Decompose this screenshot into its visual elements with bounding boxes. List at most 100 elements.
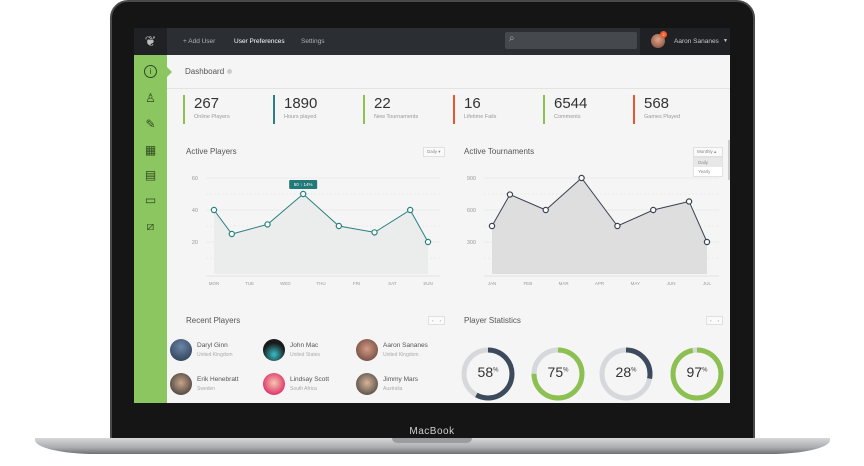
player-statistics-pager: ‹ › xyxy=(706,316,723,325)
avatar xyxy=(356,373,378,395)
calendar-icon[interactable]: ▦ xyxy=(144,143,157,157)
chart-icon[interactable]: ⧄ xyxy=(146,219,155,233)
add-user-link[interactable]: + Add User xyxy=(183,38,216,45)
prev-button[interactable]: ‹ xyxy=(432,318,434,323)
data-point xyxy=(264,221,271,228)
recent-players-pager: ‹ › xyxy=(428,316,445,325)
status-dot xyxy=(227,69,233,74)
stat-value: 568 xyxy=(644,95,670,112)
active-tournaments-chart: 300 600 900 JAN FEB MAR APR MAY JUN JUL xyxy=(467,174,719,286)
user-icon[interactable]: ♙ xyxy=(145,91,156,105)
stat-card: 22 New Tournaments xyxy=(363,95,418,124)
donut-number: 58 xyxy=(477,364,494,380)
donut-value: 58% xyxy=(460,364,516,380)
series-area xyxy=(492,178,707,274)
player-name: Erik Henebratt xyxy=(197,376,239,383)
player-country: United Kingdom xyxy=(197,352,233,358)
active-tournaments-title: Active Tournaments xyxy=(464,147,535,156)
series-line xyxy=(491,177,708,243)
user-preferences-link[interactable]: User Preferences xyxy=(234,38,285,45)
search-icon: ⌕ xyxy=(509,33,515,44)
player-name: Daryl Ginn xyxy=(197,342,228,349)
donut-value: 97% xyxy=(669,364,725,380)
scrollbar[interactable] xyxy=(728,140,730,180)
player-name: Aaron Sananes xyxy=(383,342,428,349)
tooltip xyxy=(289,180,318,189)
x-tick-label: WED xyxy=(280,281,291,286)
player-item[interactable]: John Mac United States xyxy=(263,339,353,363)
stat-donut: 75% xyxy=(530,346,586,402)
chat-icon[interactable]: ▭ xyxy=(144,193,157,207)
search-input[interactable]: ⌕ xyxy=(505,32,637,49)
player-item[interactable]: Jimmy Mars Australia xyxy=(356,373,446,397)
stat-card: 568 Games Played xyxy=(633,95,680,124)
laptop-brand: MacBook xyxy=(409,426,455,437)
prev-button[interactable]: ‹ xyxy=(710,318,712,323)
donut-value: 28% xyxy=(598,364,654,380)
data-point xyxy=(210,206,218,214)
data-point xyxy=(578,174,585,182)
player-item[interactable]: Lindsay Scott South Africa xyxy=(263,373,353,397)
period-dropdown[interactable]: Daily ▾ xyxy=(423,147,445,157)
donut-value: 75% xyxy=(530,364,586,380)
stat-card: 16 Lifetime Fails xyxy=(453,95,496,124)
recent-players-title: Recent Players xyxy=(186,316,241,325)
data-point xyxy=(299,190,307,198)
pencil-icon[interactable]: ✎ xyxy=(145,117,156,131)
laptop-notch xyxy=(392,438,472,443)
percent-sign: % xyxy=(702,367,708,374)
player-item[interactable]: Erik Henebratt Sweden xyxy=(170,373,260,397)
y-tick-label: 900 xyxy=(467,176,476,182)
x-tick-label: MAR xyxy=(559,281,570,286)
series-area xyxy=(214,194,429,274)
stat-label: Lifetime Fails xyxy=(464,114,497,120)
info-icon[interactable]: i xyxy=(144,65,157,78)
active-players-title: Active Players xyxy=(186,147,237,156)
y-tick-label: 600 xyxy=(467,208,476,214)
player-name: Jimmy Mars xyxy=(383,376,419,383)
x-tick-label: JAN xyxy=(488,281,497,286)
leaf-icon[interactable]: ❦ xyxy=(134,28,167,55)
page-title-text: Dashboard xyxy=(185,67,225,76)
y-tick-label: 40 xyxy=(192,208,198,214)
player-item[interactable]: Aaron Sananes United Kingdom xyxy=(356,339,446,363)
avatar xyxy=(263,373,285,395)
data-point xyxy=(685,198,693,205)
player-item[interactable]: Daryl Ginn United Kingdom xyxy=(170,339,260,363)
data-point xyxy=(335,222,343,230)
percent-sign: % xyxy=(631,367,637,374)
x-tick-label: MAY xyxy=(631,281,640,286)
stat-value: 1890 xyxy=(284,95,318,112)
top-bar: ❦ + Add User User Preferences Settings ⌕… xyxy=(134,28,730,55)
stat-value: 16 xyxy=(464,95,481,112)
percent-sign: % xyxy=(563,367,569,374)
avatar xyxy=(170,339,192,361)
stat-label: Hours played xyxy=(284,114,317,120)
stat-donut: 58% xyxy=(460,346,516,402)
y-tick-label: 20 xyxy=(192,240,198,246)
x-tick-label: MON xyxy=(209,281,220,286)
data-point xyxy=(506,191,514,198)
period-menu: Daily Yearly xyxy=(693,157,723,177)
next-button[interactable]: › xyxy=(717,318,719,323)
data-point xyxy=(406,206,414,214)
stat-label: Games Played xyxy=(644,114,681,120)
donut-ring xyxy=(531,347,585,401)
x-tick-label: TUE xyxy=(245,281,254,286)
document-icon[interactable]: ▤ xyxy=(144,168,157,182)
active-indicator xyxy=(167,67,172,77)
active-players-chart: 20 40 60 MON TUE WED THU FRI SAT SUN 50 ↑ 14% xyxy=(192,176,441,286)
donut-ring xyxy=(599,347,653,401)
next-button[interactable]: › xyxy=(439,318,441,323)
series-line xyxy=(213,193,429,243)
period-dropdown[interactable]: Monthly ▴ xyxy=(693,147,723,157)
x-tick-label: SUN xyxy=(423,281,433,286)
menu-item-yearly[interactable]: Yearly xyxy=(698,169,711,174)
settings-link[interactable]: Settings xyxy=(301,38,325,45)
menu-item-daily[interactable]: Daily xyxy=(694,158,722,167)
stat-value: 267 xyxy=(194,95,220,112)
data-point xyxy=(614,222,621,230)
x-tick-label: FRI xyxy=(353,281,360,286)
donut-number: 97 xyxy=(686,364,703,380)
user-menu[interactable]: 2 Aaron Sananes ▼ xyxy=(640,28,730,55)
